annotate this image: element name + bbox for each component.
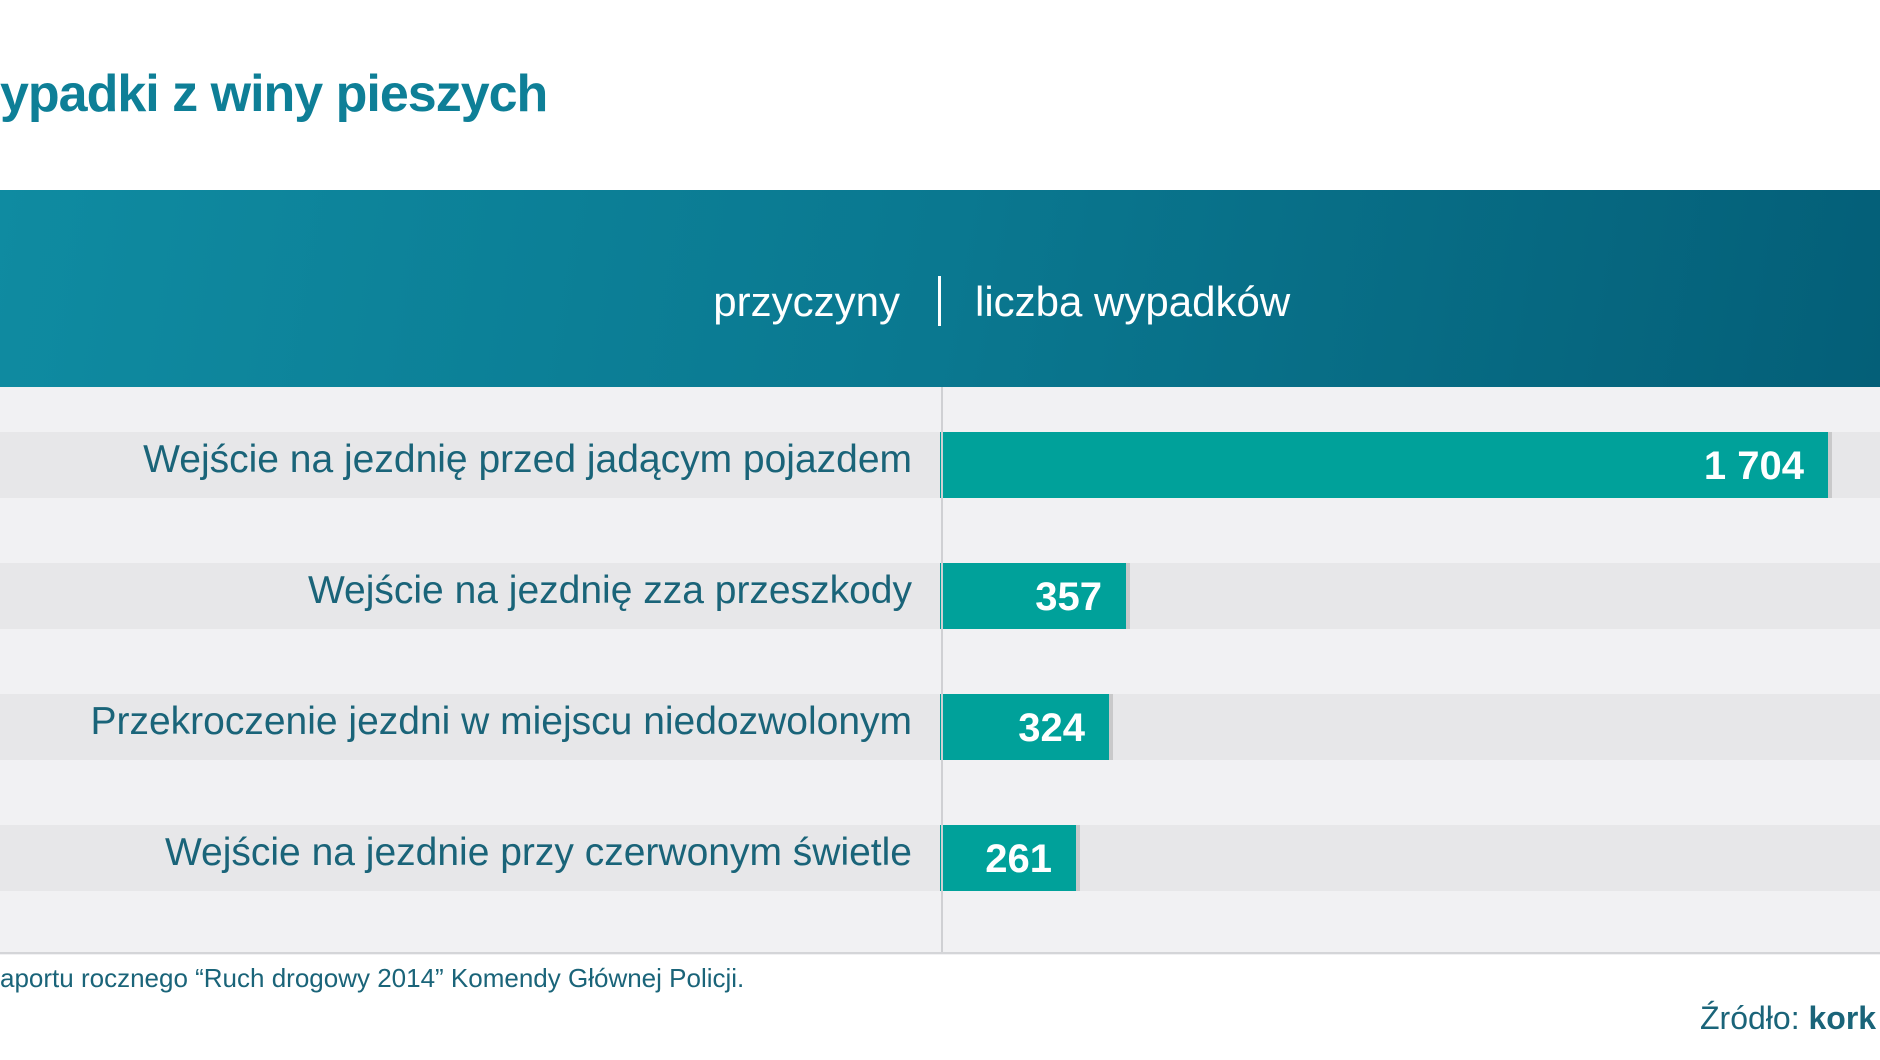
- value-axis: [941, 387, 943, 953]
- category-label: Wejście na jezdnie przy czerwonym świetl…: [164, 831, 912, 874]
- chart-title: ypadki z winy pieszych: [0, 65, 548, 123]
- bar: [940, 825, 1076, 891]
- bar: [940, 563, 1126, 629]
- source-credit: Źródło: kork: [1700, 1000, 1876, 1037]
- header-divider: [938, 276, 941, 326]
- category-label: Przekroczenie jezdni w miejscu niedozwol…: [90, 700, 912, 743]
- source-prefix: Źródło:: [1700, 1000, 1800, 1036]
- bar-value-label: 261: [985, 837, 1052, 881]
- source-note: aportu rocznego “Ruch drogowy 2014” Kome…: [0, 963, 745, 993]
- bar-value-label: 324: [1018, 706, 1085, 750]
- category-label: Wejście na jezdnię zza przeszkody: [307, 569, 912, 612]
- bar: [940, 432, 1828, 498]
- header-count-label: liczba wypadków: [975, 278, 1291, 325]
- bottom-rule: [0, 952, 1880, 954]
- header-causes-label: przyczyny: [713, 278, 900, 325]
- bar-value-label: 357: [1035, 575, 1102, 619]
- source-name: kork: [1808, 1000, 1877, 1036]
- bar-value-label: 1 704: [1703, 444, 1804, 488]
- bar: [940, 694, 1109, 760]
- category-label: Wejście na jezdnię przed jadącym pojazde…: [143, 438, 912, 481]
